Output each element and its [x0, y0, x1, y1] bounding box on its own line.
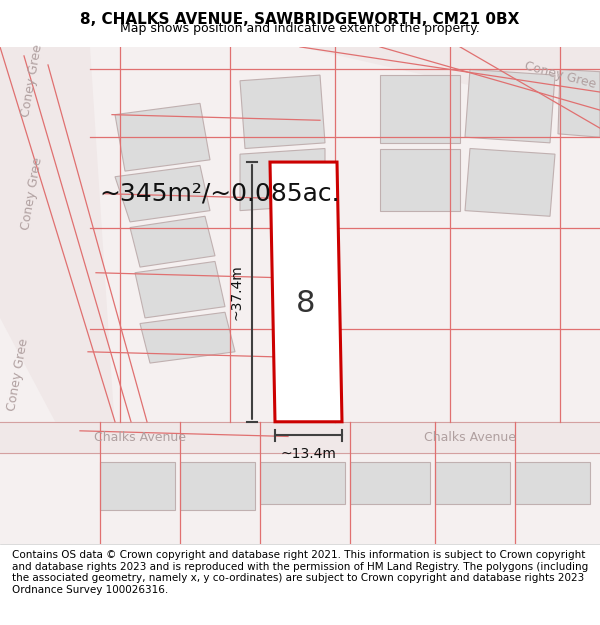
Polygon shape — [515, 462, 590, 504]
Polygon shape — [135, 261, 225, 318]
Polygon shape — [140, 312, 235, 363]
Text: ~37.4m: ~37.4m — [230, 264, 244, 320]
Polygon shape — [350, 462, 430, 504]
Polygon shape — [380, 149, 460, 211]
Text: 8: 8 — [296, 289, 316, 318]
Polygon shape — [435, 462, 510, 504]
Polygon shape — [240, 149, 325, 211]
Text: Coney Gree: Coney Gree — [19, 43, 45, 118]
Text: 8, CHALKS AVENUE, SAWBRIDGEWORTH, CM21 0BX: 8, CHALKS AVENUE, SAWBRIDGEWORTH, CM21 0… — [80, 12, 520, 27]
Polygon shape — [115, 103, 210, 171]
Text: Chalks Avenue: Chalks Avenue — [94, 431, 186, 444]
Text: Contains OS data © Crown copyright and database right 2021. This information is : Contains OS data © Crown copyright and d… — [12, 550, 588, 595]
Text: Coney Gree: Coney Gree — [523, 59, 597, 91]
Text: Coney Gree: Coney Gree — [5, 337, 31, 412]
Bar — [0, 422, 600, 453]
Text: Chalks Avenue: Chalks Avenue — [424, 431, 516, 444]
Polygon shape — [100, 462, 175, 510]
Text: Map shows position and indicative extent of the property.: Map shows position and indicative extent… — [120, 22, 480, 35]
Polygon shape — [130, 216, 215, 267]
Text: Coney Gree: Coney Gree — [19, 156, 45, 231]
Polygon shape — [0, 47, 115, 431]
Text: ~13.4m: ~13.4m — [281, 447, 337, 461]
Polygon shape — [240, 75, 325, 149]
Text: ~345m²/~0.085ac.: ~345m²/~0.085ac. — [100, 182, 340, 206]
Polygon shape — [465, 69, 555, 143]
Polygon shape — [260, 462, 345, 504]
Polygon shape — [465, 149, 555, 216]
Polygon shape — [558, 69, 600, 138]
Polygon shape — [115, 166, 210, 222]
Polygon shape — [180, 462, 255, 510]
Polygon shape — [380, 75, 460, 143]
Polygon shape — [250, 47, 600, 114]
Polygon shape — [270, 162, 342, 422]
